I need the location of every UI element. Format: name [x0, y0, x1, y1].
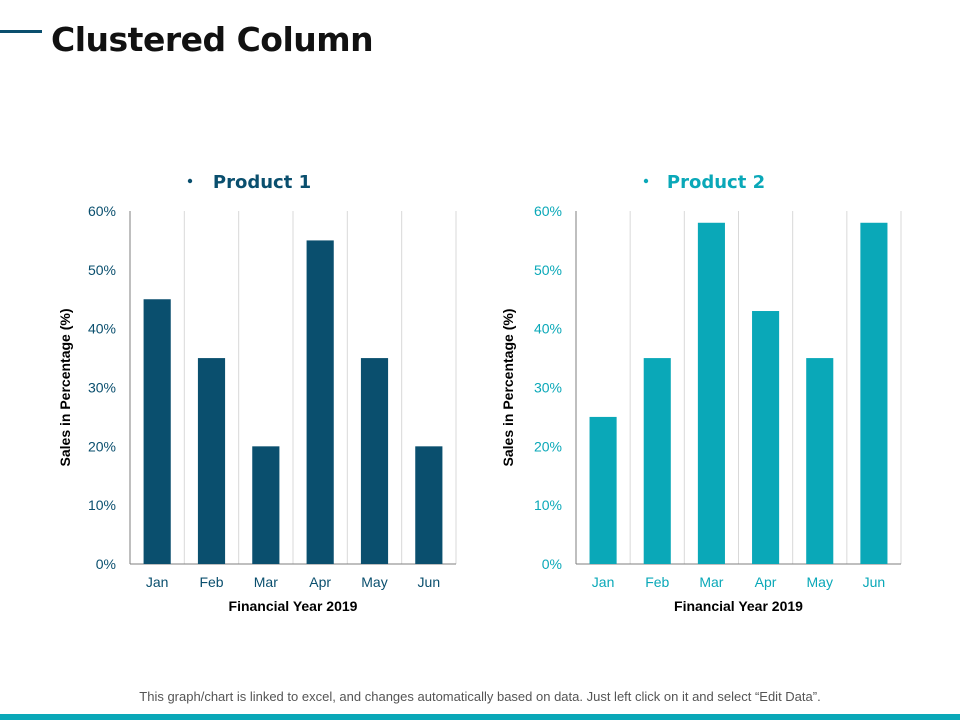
chart1-y-axis-title: Sales in Percentage (%) [57, 309, 73, 467]
chart1-legend-bullet [187, 178, 193, 184]
chart2-bar-may [806, 358, 834, 564]
chart2-y-tick-label: 0% [542, 556, 562, 572]
chart1-title: Product 1 [213, 172, 311, 193]
chart1-bar-mar [252, 446, 280, 564]
chart1-x-tick-label: May [361, 574, 387, 590]
chart1-x-tick-label: Mar [254, 574, 278, 590]
chart1-bar-apr [306, 240, 334, 564]
chart2-x-tick-label: Jan [592, 574, 615, 590]
chart2-y-axis-title: Sales in Percentage (%) [500, 309, 516, 467]
chart1-bar-jun [415, 446, 443, 564]
chart2-bar-jun [860, 222, 888, 564]
chart1-y-tick-label: 40% [88, 321, 116, 337]
chart2-x-tick-label: May [807, 574, 833, 590]
chart2-bar-apr [752, 311, 780, 564]
chart2-legend-bullet [643, 178, 649, 184]
chart1-x-tick-label: Feb [199, 574, 223, 590]
clustered-column-charts[interactable]: Product 1 0% 10% 20% 30% 40% 50% 60% Jan Feb Mar Ap… [0, 160, 960, 630]
chart2-bar-jan [589, 416, 617, 564]
chart2-bar-feb [643, 358, 671, 564]
chart1-bar-feb [197, 358, 226, 564]
chart2-x-tick-label: Feb [645, 574, 669, 590]
chart2-y-tick-label: 40% [534, 321, 562, 337]
chart2-x-tick-label: Mar [699, 574, 723, 590]
chart1-y-tick-label: 20% [88, 438, 116, 454]
chart1-bar-jan [143, 299, 171, 564]
chart2-x-axis-title: Financial Year 2019 [674, 598, 803, 614]
chart2-x-tick-label: Apr [755, 574, 777, 590]
chart2-y-tick-label: 50% [534, 262, 562, 278]
chart1-y-tick-label: 10% [88, 497, 116, 513]
chart1-x-axis-title: Financial Year 2019 [229, 598, 358, 614]
chart1-bar-may [360, 358, 389, 564]
chart1-x-tick-label: Jun [418, 574, 441, 590]
chart2-y-tick-label: 60% [534, 203, 562, 219]
chart1-x-tick-label: Jan [146, 574, 169, 590]
chart2-title: Product 2 [667, 172, 765, 193]
page-title: Clustered Column [51, 20, 374, 59]
chart2-y-tick-label: 10% [534, 497, 562, 513]
chart1-y-tick-label: 30% [88, 380, 116, 396]
title-accent-line [0, 30, 42, 33]
chart2-bar-mar [697, 222, 725, 564]
chart2-x-tick-label: Jun [863, 574, 886, 590]
chart1-y-tick-label: 60% [88, 203, 116, 219]
chart1-x-tick-label: Apr [309, 574, 331, 590]
bottom-accent-bar [0, 714, 960, 720]
chart2-y-tick-label: 20% [534, 438, 562, 454]
chart1-y-tick-label: 50% [88, 262, 116, 278]
chart1-y-tick-label: 0% [96, 556, 116, 572]
footer-note: This graph/chart is linked to excel, and… [139, 689, 821, 704]
chart2-y-tick-label: 30% [534, 380, 562, 396]
